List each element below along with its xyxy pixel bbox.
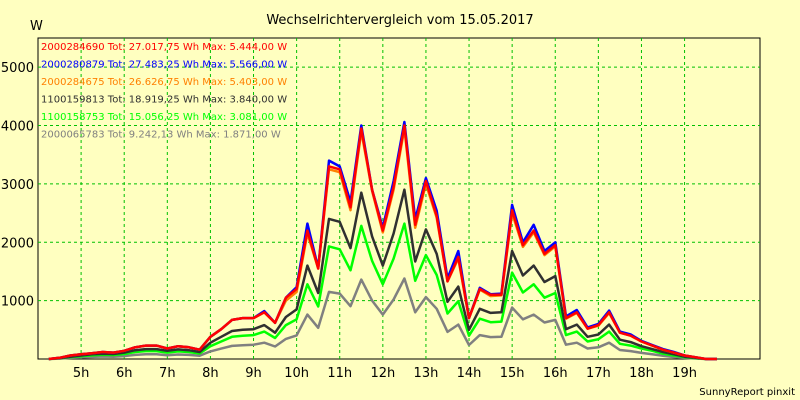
x-tick-label: 16h (543, 366, 568, 381)
footer-credit: SunnyReport pinxit (699, 387, 795, 398)
legend: 2000284690 Tot: 27.017,75 Wh Max: 5.444,… (41, 42, 287, 141)
series-line-1100159813 (48, 188, 717, 361)
y-tick-label: 3000 (1, 178, 34, 193)
legend-entry-2000284675: 2000284675 Tot: 26.626,75 Wh Max: 5.403,… (41, 77, 287, 88)
y-tick-label: 4000 (1, 120, 34, 135)
x-tick-label: 10h (284, 366, 309, 381)
x-tick-label: 15h (500, 366, 525, 381)
x-tick-label: 7h (159, 366, 176, 381)
x-tick-label: 12h (370, 366, 395, 381)
x-tick-label: 9h (245, 366, 262, 381)
x-tick-label: 6h (116, 366, 133, 381)
legend-entry-1100159813: 1100159813 Tot: 18.919,25 Wh Max: 3.840,… (41, 95, 287, 106)
y-tick-label: 1000 (1, 295, 34, 310)
y-axis-label: W (30, 19, 43, 34)
series-line-1100158753 (48, 222, 717, 361)
plot-area (37, 37, 761, 360)
chart-title: Wechselrichtervergleich vom 15.05.2017 (266, 13, 533, 28)
x-tick-label: 5h (73, 366, 90, 381)
x-tick-label: 19h (672, 366, 697, 381)
y-tick-label: 2000 (1, 236, 34, 251)
legend-entry-2000284690: 2000284690 Tot: 27.017,75 Wh Max: 5.444,… (41, 42, 287, 53)
legend-entry-2000065783: 2000065783 Tot: 9.242,13 Wh Max: 1.871,0… (41, 130, 281, 141)
tick-layer: 5h 6h 7h 8h 9h 10h 11h 12h 13h 14h 15h 16h 17h 18h 19h… (1, 61, 697, 381)
legend-entry-2000280879: 2000280879 Tot: 27.483,25 Wh Max: 5.566,… (41, 60, 287, 71)
series-line-2000065783 (48, 277, 717, 361)
series-layer (48, 120, 717, 361)
legend-entry-1100158753: 1100158753 Tot: 15.056,25 Wh Max: 3.081,… (41, 112, 287, 123)
y-tick-label: 5000 (1, 61, 34, 76)
x-tick-label: 17h (586, 366, 611, 381)
x-tick-label: 11h (327, 366, 352, 381)
x-tick-label: 13h (414, 366, 439, 381)
x-tick-label: 14h (457, 366, 482, 381)
x-tick-label: 8h (202, 366, 219, 381)
series-line-2000284690 (48, 124, 717, 361)
x-tick-label: 18h (629, 366, 654, 381)
